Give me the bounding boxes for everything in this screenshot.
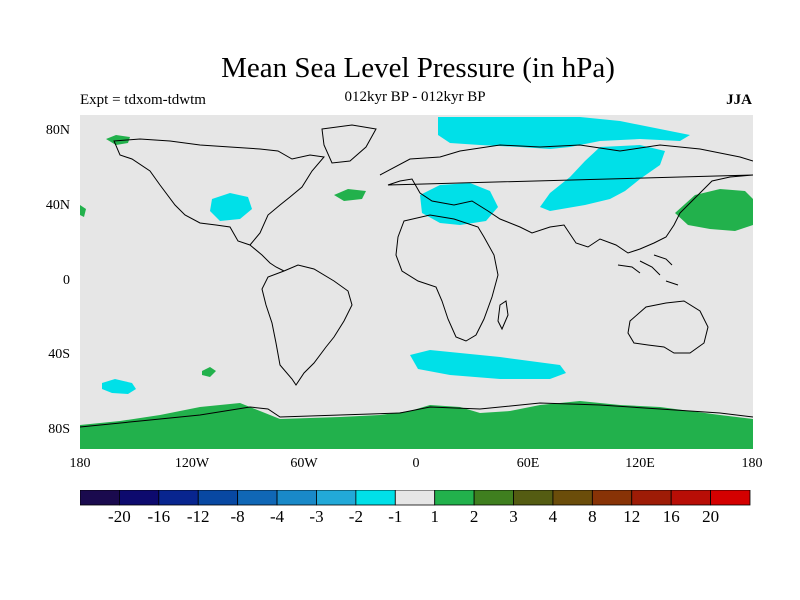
colorbar-swatch [119, 490, 160, 506]
lon-label-180w: 180 [69, 456, 91, 471]
colorbar-tick-label: 4 [548, 507, 558, 526]
colorbar-tick-label: 3 [509, 507, 518, 526]
colorbar-tick-label: 1 [430, 507, 439, 526]
colorbar-tick-label: -20 [108, 507, 131, 526]
africa-coast [395, 214, 499, 342]
antarctic-positive-region [80, 401, 753, 449]
colorbar-tick-label: -4 [270, 507, 285, 526]
colorbar-swatch [552, 490, 593, 506]
colorbar-swatch [473, 490, 514, 506]
north-america-coast [113, 138, 325, 246]
antarctica-coast [80, 402, 753, 428]
season-label: JJA [726, 92, 752, 108]
central-america-coast [249, 244, 285, 272]
lat-label-80s: 80S [48, 422, 70, 437]
colorbar-swatch [434, 490, 475, 506]
colorbar-swatch [513, 490, 554, 506]
map-subtitle: 012kyr BP - 012kyr BP [344, 89, 486, 105]
colorbar-tick-label: 8 [588, 507, 597, 526]
lon-label-120e: 120E [625, 456, 655, 471]
north-atlantic-negative-region [210, 193, 252, 221]
colorbar-tick-label: 2 [469, 507, 479, 526]
colorbar-swatch [355, 490, 396, 506]
colorbar-tick-label: 20 [702, 507, 720, 526]
colorbar-swatch [394, 490, 436, 506]
colorbar-swatch [158, 490, 199, 506]
north-pacific-positive-spot [106, 135, 130, 145]
south-pacific-negative-region [102, 379, 136, 394]
colorbar-swatch [591, 490, 633, 506]
colorbar-tick-label: -8 [230, 507, 245, 526]
europe-asia-coast [379, 144, 753, 254]
colorbar-swatch [316, 490, 357, 506]
lat-label-0: 0 [63, 273, 70, 288]
madagascar-coast [497, 300, 509, 331]
colorbar-tick-label: -3 [309, 507, 324, 526]
lon-label-180e: 180 [741, 456, 763, 471]
central-atlantic-positive-spot [334, 189, 366, 201]
colorbar-tick-label: -16 [147, 507, 171, 526]
colorbar-swatch [670, 490, 711, 506]
colorbar-swatch [197, 490, 239, 506]
colorbar-tick-label: 16 [662, 507, 680, 526]
arctic-negative-region [438, 117, 690, 149]
negative-anomaly-regions [102, 117, 690, 394]
coastlines [80, 124, 753, 428]
positive-anomaly-regions [80, 135, 753, 449]
greenland-coast [321, 124, 377, 164]
south-atlantic-negative-region [410, 350, 566, 379]
lat-label-40n: 40N [45, 198, 70, 213]
south-america-coast [261, 264, 353, 386]
lat-label-80n: 80N [45, 123, 70, 138]
colorbar-tick-label: -12 [186, 507, 210, 526]
siberia-negative-region [540, 145, 665, 211]
west-edge-positive-spot [80, 205, 86, 217]
lon-label-60e: 60E [516, 456, 540, 471]
colorbar-tick-label: -1 [388, 507, 403, 526]
lon-label-60w: 60W [290, 456, 318, 471]
colorbar-swatch [80, 490, 120, 506]
map-title: Mean Sea Level Pressure (in hPa) [221, 52, 615, 84]
experiment-label: Expt = tdxom-tdwtm [80, 92, 206, 108]
lat-label-40s: 40S [48, 347, 70, 362]
colorbar-tick-label: 12 [623, 507, 641, 526]
colorbar-tick-label: -2 [348, 507, 363, 526]
colorbar [80, 490, 751, 506]
colorbar-swatch [631, 490, 672, 506]
pressure-anomaly-map [80, 115, 753, 449]
south-pacific-positive-spot [202, 367, 216, 377]
lon-label-0: 0 [412, 456, 420, 471]
maritime-continent-coast [617, 254, 679, 286]
australia-coast [627, 300, 709, 354]
colorbar-swatch [276, 490, 317, 506]
colorbar-swatch [237, 490, 278, 506]
lon-label-120w: 120W [174, 456, 210, 471]
west-pacific-positive-region [675, 189, 753, 231]
colorbar-swatch [710, 490, 751, 506]
